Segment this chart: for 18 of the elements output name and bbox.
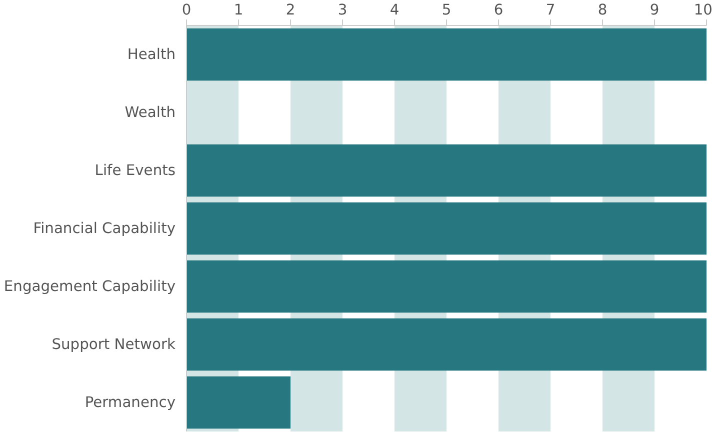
y-tick-label: Engagement Capability [4,278,176,295]
x-tick-label: 1 [234,2,244,18]
x-tick-label: 5 [442,2,452,18]
y-tick-label: Support Network [52,336,176,353]
x-tick-label: 9 [650,2,660,18]
y-tick-label: Wealth [124,104,176,121]
y-tick-label: Health [127,46,176,63]
x-tick-label: 8 [598,2,608,18]
y-tick-label: Financial Capability [33,220,176,237]
x-tick-label: 0 [182,2,192,18]
y-tick-label: Permanency [84,394,176,411]
x-tick-label: 2 [286,2,296,18]
x-tick-label: 4 [390,2,400,18]
x-tick-label: 6 [494,2,504,18]
x-tick-label: 10 [694,2,712,18]
y-tick-label: Life Events [94,162,176,179]
x-tick-label: 3 [338,2,348,18]
x-tick-label: 7 [546,2,556,18]
